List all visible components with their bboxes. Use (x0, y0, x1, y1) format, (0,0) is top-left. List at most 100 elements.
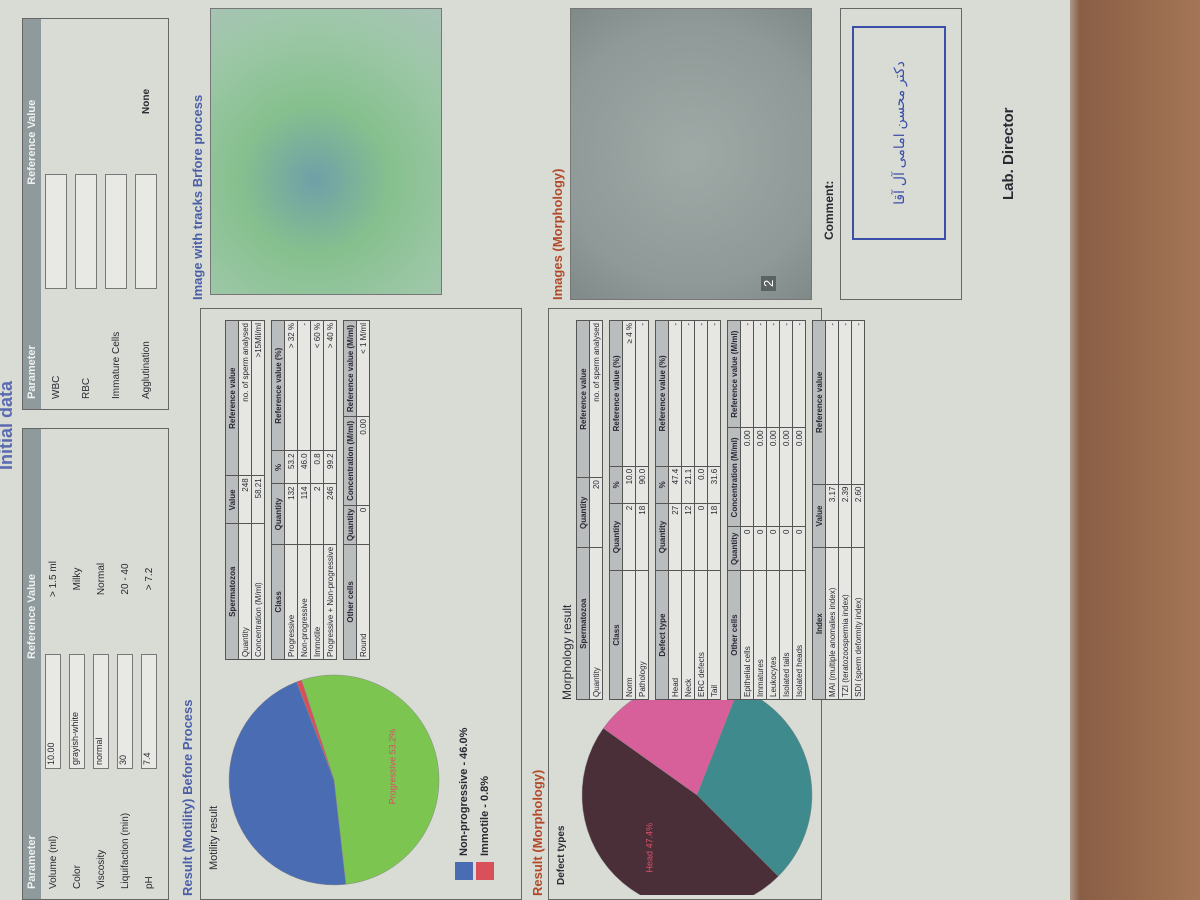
section-title: Result (Morphology) (530, 769, 545, 896)
pie-slice (581, 727, 779, 895)
cell: - (838, 320, 852, 485)
cell: Immotile (310, 544, 324, 660)
row: Isolated heads 0 0.00- (792, 320, 806, 700)
cell: 58.21 (251, 475, 265, 524)
cell: - (668, 320, 682, 467)
legend-swatch (476, 862, 494, 880)
chart-title: Motility result (208, 805, 220, 870)
row: Quantity 248 no. of sperm analysed (238, 320, 252, 660)
header-cell: Index (812, 547, 826, 700)
cell: 0.00 (779, 427, 793, 527)
row: pH 7.4 > 7.2 (137, 429, 161, 899)
legend-text: Non-progressive - 46.0% (458, 727, 470, 856)
header-cell: Reference value (%) (609, 320, 623, 467)
cell: Quantity (238, 523, 252, 660)
cell: Immatures (753, 570, 767, 700)
pie-slice (602, 700, 740, 796)
cell: 0 (766, 526, 780, 571)
value (135, 174, 157, 289)
reference: Milky (71, 567, 83, 591)
value: normal (93, 654, 109, 769)
value (45, 174, 67, 289)
document: Initial data Parameter Reference Value Vol… (0, 0, 1070, 900)
cell: 27 (668, 503, 682, 571)
cell: Norm (622, 570, 636, 700)
cell: 2.39 (838, 484, 852, 548)
tracks-image (210, 8, 442, 295)
cell: - (779, 320, 793, 428)
header-cell: Reference value (812, 320, 826, 485)
cell: 47.4 (668, 466, 682, 504)
header-cell: Quantity (655, 503, 669, 571)
header-cell: Reference value (%) (271, 320, 285, 451)
cell: 31.6 (707, 466, 721, 504)
row: Viscosity normal Normal (89, 429, 113, 899)
row: Color grayish-white Milky (65, 429, 89, 899)
cell: Progressive (284, 544, 298, 660)
initial-right: Parameter Reference Value WBC RBC Immature C… (22, 18, 169, 410)
cell: 0.8 (310, 450, 324, 484)
cell: - (825, 320, 839, 485)
cell: 2 (310, 484, 324, 545)
cell: 0.00 (356, 416, 370, 506)
parameter: Liquifaction (min) (119, 812, 131, 889)
cell: > 32 % (284, 320, 298, 451)
cell: - (740, 320, 754, 428)
header-cell: Value (812, 484, 826, 548)
cell: Leukocytes (766, 570, 780, 700)
row: ERC defects 0 0.0- (694, 320, 708, 700)
pie-slice (301, 674, 440, 885)
header-cell: Concentration (M/ml) (343, 416, 357, 506)
row: Liquifaction (min) 30 20 - 40 (113, 429, 137, 899)
header-row: Index Value Reference value (812, 320, 826, 700)
legend: Non-progressive - 46.0% Immotile - 0.8% (452, 728, 497, 880)
doc-title: Initial data (0, 380, 16, 470)
header-cell: Quantity (727, 526, 741, 571)
value: 30 (117, 654, 133, 769)
cell: Neck (681, 570, 695, 700)
row: MAI (multiple anomalies index) 3.17- (825, 320, 839, 700)
row: Neck 12 21.1- (681, 320, 695, 700)
reference: 20 - 40 (119, 563, 131, 595)
row: Leukocytes 0 0.00- (766, 320, 780, 700)
header-cell: Concentration (M/ml) (727, 427, 741, 527)
header-cell: Other cells (343, 544, 357, 660)
cell: 18 (635, 503, 649, 571)
row: TZI (teratozoospermia index) 2.39- (838, 320, 852, 700)
header-cell: Reference value (M/ml) (727, 320, 741, 428)
cell: - (766, 320, 780, 428)
cell: 21.1 (681, 466, 695, 504)
cell: 0 (694, 503, 708, 571)
parameter: pH (143, 876, 155, 889)
header-row: Spermatozoa Quantity Reference value (576, 320, 590, 700)
table-group: Other cells Quantity Concentration (M/ml) R… (343, 320, 370, 660)
header-row: Class Quantity% Reference value (%) (609, 320, 623, 700)
cell: - (681, 320, 695, 467)
table-header: Parameter Reference Value (23, 429, 41, 899)
header-cell: Spermatozoa (225, 523, 239, 660)
value: 7.4 (141, 654, 157, 769)
row: Head 27 47.4- (668, 320, 682, 700)
cell: 0.00 (766, 427, 780, 527)
cell: TZI (teratozoospermia index) (838, 547, 852, 700)
header-row: Defect type Quantity% Reference value (%) (655, 320, 669, 700)
value: grayish-white (69, 654, 85, 769)
row: Pathology 18 90.0- (635, 320, 649, 700)
cell: SDI (sperm deformity index) (851, 547, 865, 700)
value (75, 174, 97, 289)
header-cell: Reference value (576, 320, 590, 478)
table-title: Morphology result (560, 604, 574, 700)
row: WBC (41, 19, 71, 409)
row: Non-progressive 114 46.0- (297, 320, 311, 660)
cell: 248 (238, 475, 252, 524)
cell: 90.0 (635, 466, 649, 504)
signature-title: Lab. Director (1000, 107, 1017, 200)
cell: ERC defects (694, 570, 708, 700)
cell: 0 (740, 526, 754, 571)
row: Immotile 2 0.8 < 60 % (310, 320, 324, 660)
table-group: Other cells Quantity Concentration (M/ml) R… (727, 320, 806, 700)
section-title: Result (Motility) Before Process (180, 699, 195, 897)
cell: 2 (622, 503, 636, 571)
cell: 0.00 (740, 427, 754, 527)
legend-text: Immotile - 0.8% (479, 775, 491, 856)
